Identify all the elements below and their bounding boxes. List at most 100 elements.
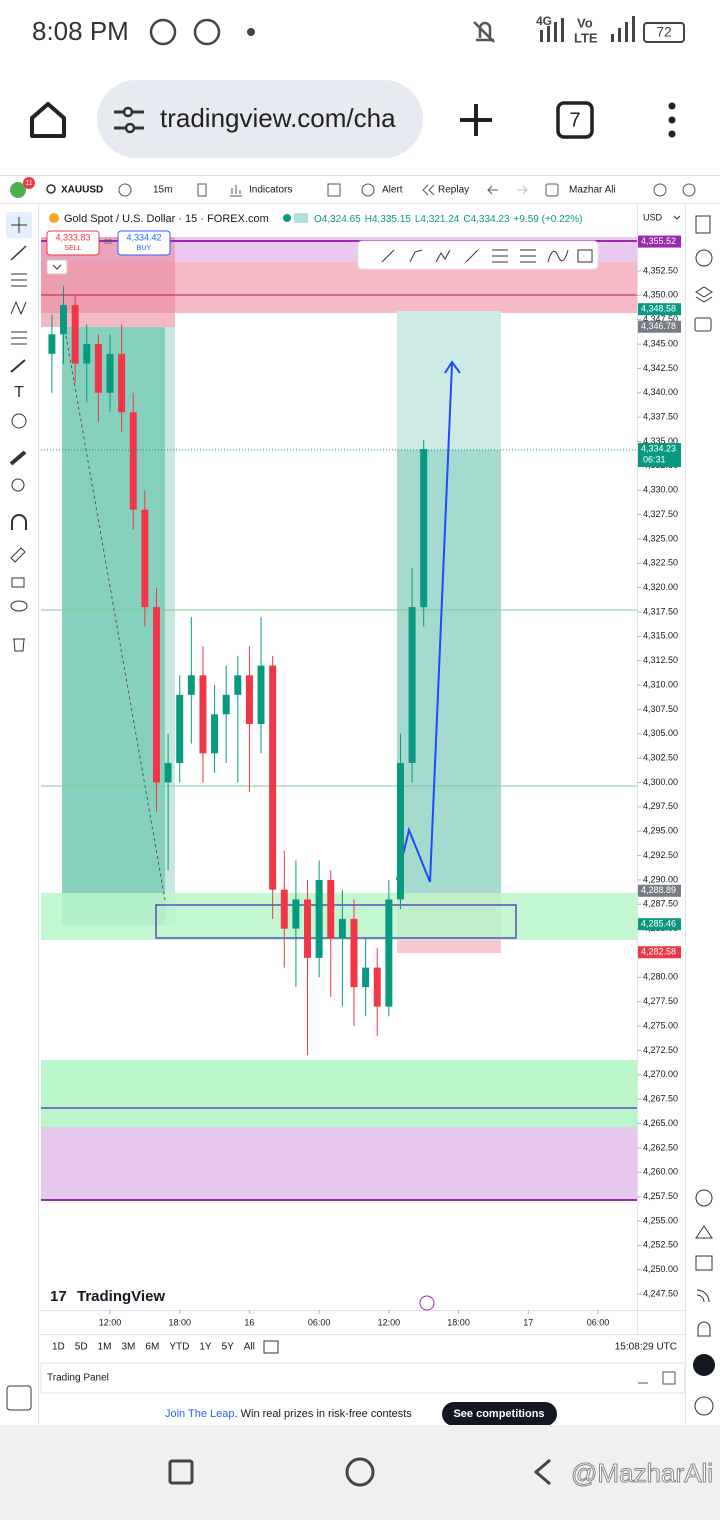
site-settings-icon xyxy=(122,106,134,118)
trading-panel-bar[interactable] xyxy=(40,1362,686,1394)
news-button[interactable] xyxy=(696,1289,710,1303)
x-tick-label: 16 xyxy=(244,1317,254,1327)
layout-name[interactable]: Mazhar Ali xyxy=(569,185,616,196)
ohlc-value: H4,335.15 xyxy=(365,214,412,225)
range-button[interactable]: All xyxy=(244,1342,255,1353)
buy-label[interactable]: BUY xyxy=(137,245,152,252)
buy-price[interactable]: 4,334.42 xyxy=(126,232,161,242)
trend-line xyxy=(64,329,166,901)
banner-button-label[interactable]: See competitions xyxy=(453,1408,544,1420)
demand-zone xyxy=(41,1060,637,1127)
panel-controls[interactable] xyxy=(638,1371,676,1385)
market-status xyxy=(283,214,291,222)
new-tab-button[interactable] xyxy=(460,104,492,136)
tool-zoom[interactable] xyxy=(11,478,25,492)
y-tick-label: 4,252.50 xyxy=(643,1240,678,1250)
indicators-button[interactable]: Indicators xyxy=(249,185,292,196)
url-bar[interactable] xyxy=(97,80,423,158)
layout-button[interactable] xyxy=(327,183,341,197)
trading-panel[interactable]: Trading Panel xyxy=(47,1373,109,1384)
currency-menu[interactable] xyxy=(673,215,681,220)
recents-button[interactable] xyxy=(168,1459,194,1485)
ideas-button[interactable] xyxy=(695,1225,713,1239)
tool-fib[interactable] xyxy=(11,273,27,287)
goto-date[interactable] xyxy=(263,1340,279,1354)
apps-button[interactable] xyxy=(693,1354,715,1376)
favorites-button[interactable] xyxy=(6,1385,32,1411)
tool-projection[interactable] xyxy=(11,331,27,345)
currency[interactable]: USD xyxy=(643,212,663,222)
x-tick-label: 12:00 xyxy=(99,1317,122,1327)
x-tick-label: 06:00 xyxy=(308,1317,331,1327)
symbol[interactable]: XAUUSD xyxy=(61,185,103,196)
range-button[interactable]: 1D xyxy=(52,1342,65,1353)
interval[interactable]: 15m xyxy=(153,185,172,196)
battery-level: 72 xyxy=(656,24,672,40)
notifications-button[interactable] xyxy=(697,1321,711,1337)
menu-button[interactable] xyxy=(668,102,676,110)
site-settings-icon[interactable] xyxy=(114,110,144,130)
candle-body xyxy=(234,675,242,695)
tab-count[interactable]: 7 xyxy=(569,109,580,131)
replay-marker[interactable] xyxy=(419,1295,435,1311)
alert-icon[interactable] xyxy=(361,183,375,197)
compare-button[interactable] xyxy=(118,183,132,197)
range-button[interactable]: YTD xyxy=(169,1342,189,1353)
range-button[interactable]: 5Y xyxy=(222,1342,235,1353)
indicators-icon[interactable] xyxy=(230,185,242,197)
url-text[interactable]: tradingview.com/cha xyxy=(160,103,396,133)
tool-brush[interactable] xyxy=(10,359,26,373)
quick-search[interactable] xyxy=(653,183,667,197)
drawing-toolbar xyxy=(357,240,599,270)
x-tick-label: 06:00 xyxy=(587,1317,610,1327)
candle-body xyxy=(362,967,370,988)
avatar[interactable] xyxy=(10,182,26,198)
price-tag xyxy=(638,946,681,959)
home-nav-button[interactable] xyxy=(345,1457,375,1487)
layers-button[interactable] xyxy=(695,286,713,303)
tool-stay-drawing[interactable] xyxy=(10,547,26,563)
range-button[interactable]: 6M xyxy=(145,1342,159,1353)
watchlist-button[interactable] xyxy=(695,215,711,234)
undo-button[interactable] xyxy=(487,185,498,195)
settings-button[interactable] xyxy=(682,183,696,197)
tool-remove[interactable] xyxy=(13,638,25,652)
tabs-button[interactable] xyxy=(556,101,594,139)
sell-button[interactable] xyxy=(46,230,100,256)
range-button[interactable]: 1M xyxy=(98,1342,112,1353)
chat-button[interactable] xyxy=(694,317,712,332)
layout-name-icon[interactable] xyxy=(545,183,559,197)
y-tick-label: 4,340.00 xyxy=(643,387,678,397)
search-icon[interactable] xyxy=(46,184,56,194)
banner-link[interactable]: Join The Leap xyxy=(165,1408,235,1420)
tool-patterns[interactable] xyxy=(10,300,27,316)
target-button[interactable] xyxy=(695,1189,713,1207)
redo-button[interactable] xyxy=(517,185,528,195)
alerts-button[interactable] xyxy=(695,249,713,267)
tool-text[interactable]: T xyxy=(14,384,24,401)
tool-icons[interactable] xyxy=(11,413,27,429)
calendar-button[interactable] xyxy=(695,1255,713,1271)
tv-logo[interactable]: TradingView xyxy=(77,1288,165,1305)
help-button[interactable] xyxy=(694,1396,714,1416)
tool-trendline[interactable] xyxy=(10,245,27,261)
banner-button[interactable] xyxy=(442,1402,557,1426)
back-button[interactable] xyxy=(533,1458,551,1486)
tool-magnet[interactable] xyxy=(11,514,27,530)
tool-lock[interactable] xyxy=(11,577,25,588)
sell-price[interactable]: 4,333.83 xyxy=(55,232,90,242)
replay-button[interactable]: Replay xyxy=(438,185,469,196)
tool-measure[interactable] xyxy=(9,450,27,466)
tool-hide[interactable] xyxy=(10,600,28,612)
drawing-tools[interactable] xyxy=(381,249,593,263)
range-button[interactable]: 5D xyxy=(75,1342,88,1353)
range-button[interactable]: 3M xyxy=(122,1342,136,1353)
collapse-legend[interactable] xyxy=(46,259,68,275)
range-button[interactable]: 1Y xyxy=(199,1342,212,1353)
buy-button[interactable] xyxy=(117,230,171,256)
replay-icon[interactable] xyxy=(422,184,435,196)
sell-label[interactable]: SELL xyxy=(64,245,81,252)
home-button[interactable] xyxy=(30,102,66,138)
chart-type-button[interactable] xyxy=(197,183,207,197)
alert-button[interactable]: Alert xyxy=(382,185,403,196)
